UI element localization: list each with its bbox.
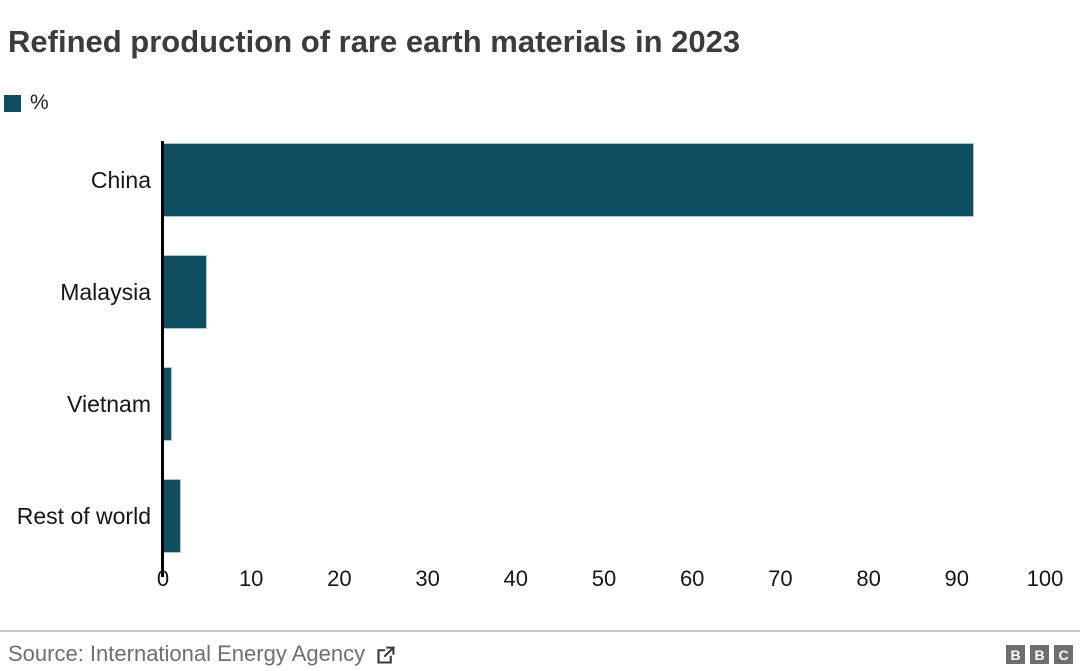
x-tick-label: 100: [1026, 566, 1064, 591]
category-label: Rest of world: [16, 502, 151, 529]
x-tick-label: 80: [856, 566, 881, 591]
category-label: Vietnam: [67, 390, 151, 417]
bar-track: [163, 367, 1045, 441]
footer-divider: [0, 630, 1080, 632]
bar-row: Rest of world: [0, 479, 1045, 553]
bar-rows: China Malaysia Vietnam Rest of world: [0, 143, 1045, 553]
y-axis-line: [161, 141, 164, 577]
bar-row: Vietnam: [0, 367, 1045, 441]
bar: [163, 367, 172, 441]
bar: [163, 479, 181, 553]
chart-title: Refined production of rare earth materia…: [8, 24, 741, 59]
legend-swatch: [4, 94, 21, 112]
bar-chart: China Malaysia Vietnam Rest of world 0 10 20 3…: [0, 141, 1063, 591]
bar-row: China: [0, 143, 1045, 217]
x-tick-label: 30: [415, 566, 440, 591]
source-link[interactable]: Source: International Energy Agency: [8, 641, 396, 667]
category-label: China: [90, 166, 151, 193]
logo-letter: B: [1006, 645, 1025, 664]
bar-track: [163, 255, 1045, 329]
category-label: Malaysia: [60, 278, 151, 305]
source-label: Source: International Energy Agency: [8, 641, 366, 666]
x-tick-label: 10: [238, 566, 264, 591]
x-tick-label: 70: [768, 566, 793, 591]
x-axis-ticks: 0 10 20 30 40 50 60 70 80 90 100: [157, 566, 1063, 594]
bar-row: Malaysia: [0, 255, 1045, 329]
bar: [163, 143, 975, 217]
x-tick-label: 40: [503, 566, 529, 591]
x-tick-label: 60: [679, 566, 705, 591]
logo-letter: C: [1054, 645, 1073, 664]
x-tick-label: 50: [591, 566, 617, 591]
x-tick-label: 90: [944, 566, 970, 591]
external-link-icon: [377, 645, 395, 664]
bar: [163, 255, 208, 329]
logo-letter: B: [1030, 645, 1049, 664]
x-tick-label: 20: [327, 566, 352, 591]
legend-label: %: [30, 91, 49, 114]
x-tick-label: 0: [156, 566, 170, 591]
legend: %: [4, 91, 49, 115]
bar-track: [163, 479, 1045, 553]
bar-track: [163, 143, 1045, 217]
